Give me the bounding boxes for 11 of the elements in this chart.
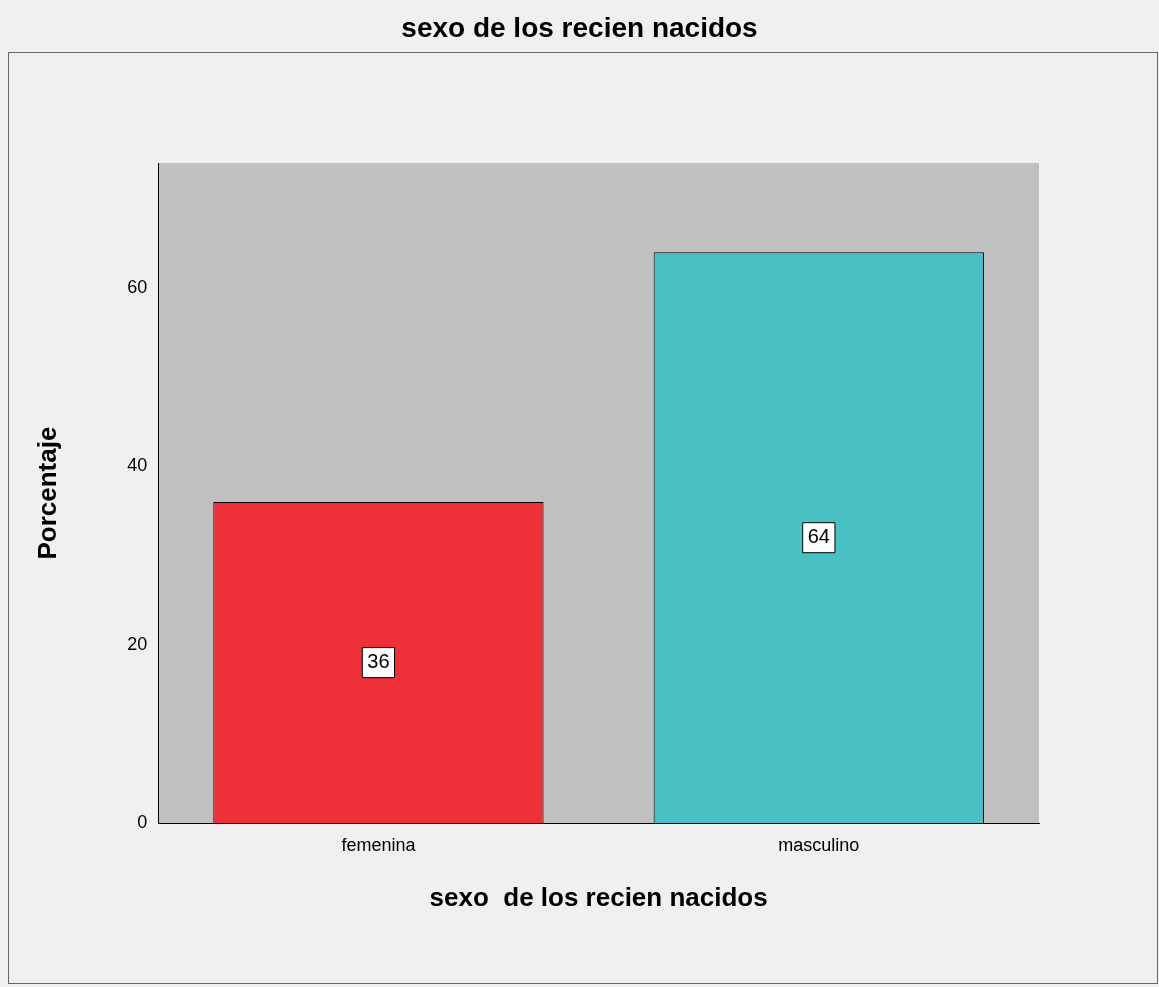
y-tick-label: 40 <box>127 455 148 476</box>
y-axis-title: Porcentaje <box>31 426 62 560</box>
y-tick-label: 0 <box>137 812 148 833</box>
data-label: 64 <box>807 525 830 548</box>
x-tick-label: masculino <box>778 834 860 855</box>
x-axis-title: sexo de los recien nacidos <box>429 881 768 912</box>
chart-title: sexo de los recien nacidos <box>400 11 759 45</box>
data-label: 36 <box>367 650 390 673</box>
y-tick-label: 60 <box>127 276 148 297</box>
y-tick-label: 20 <box>127 633 148 654</box>
x-tick-label: femenina <box>341 834 417 855</box>
